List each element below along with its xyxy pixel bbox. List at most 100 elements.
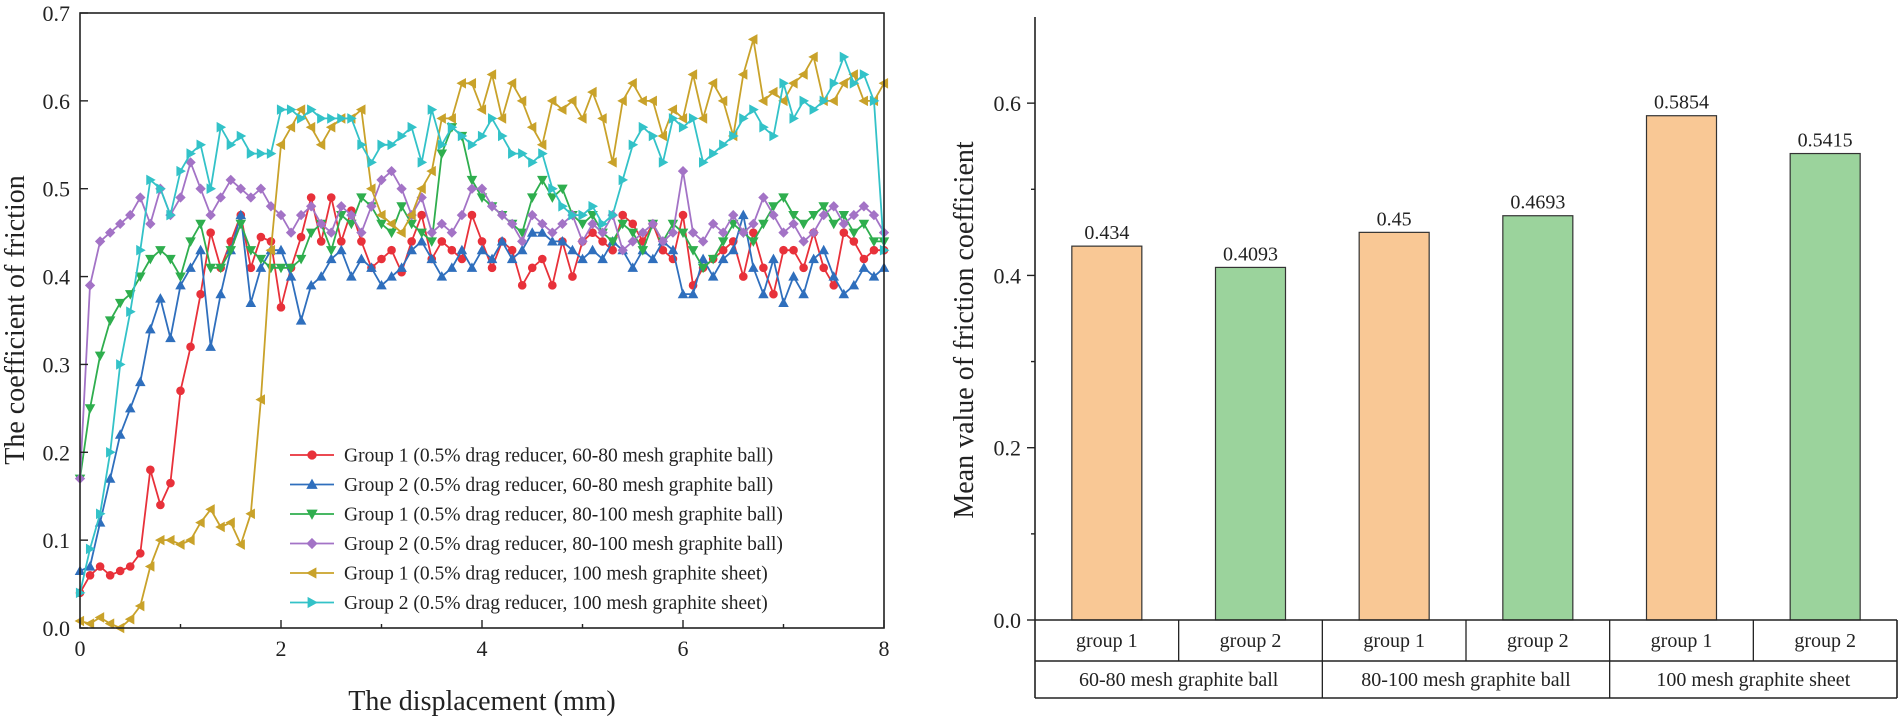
data-point xyxy=(165,254,176,265)
bar-value-label: 0.434 xyxy=(1084,222,1129,244)
data-point xyxy=(276,104,287,115)
data-point xyxy=(687,69,698,80)
data-point xyxy=(647,253,659,264)
data-point xyxy=(196,139,207,151)
data-point xyxy=(598,218,609,230)
data-point xyxy=(104,227,116,238)
data-point xyxy=(346,209,357,221)
data-point xyxy=(156,500,165,510)
data-point xyxy=(285,263,297,274)
data-point xyxy=(104,316,116,326)
data-point xyxy=(677,228,689,239)
data-point xyxy=(457,130,468,142)
data-point xyxy=(155,293,166,303)
data-point xyxy=(667,104,678,115)
data-point xyxy=(456,244,468,255)
data-point xyxy=(377,139,387,151)
data-point xyxy=(577,236,588,247)
data-point xyxy=(838,78,848,89)
data-point xyxy=(206,183,217,194)
data-point xyxy=(447,245,457,255)
data-point xyxy=(176,165,186,177)
data-point xyxy=(556,104,567,115)
data-point xyxy=(336,244,347,255)
data-point xyxy=(104,473,116,483)
data-point xyxy=(276,303,286,312)
data-point xyxy=(547,193,558,203)
data-point xyxy=(487,263,497,273)
data-point xyxy=(779,245,788,255)
data-point xyxy=(135,192,146,203)
bar xyxy=(1789,152,1861,621)
data-point xyxy=(146,174,156,186)
data-point xyxy=(285,271,297,281)
data-point xyxy=(305,279,317,290)
bar-value-label: 0.4093 xyxy=(1223,243,1278,265)
data-point xyxy=(546,95,557,107)
data-point xyxy=(115,566,125,576)
data-point xyxy=(96,508,106,520)
data-point xyxy=(577,113,587,124)
data-point xyxy=(567,95,577,107)
data-point xyxy=(839,228,849,237)
data-point xyxy=(396,202,407,212)
data-point xyxy=(295,104,306,115)
y-tick-label: 0.4 xyxy=(43,265,71,290)
data-point xyxy=(848,228,860,239)
data-point xyxy=(255,254,267,265)
data-point xyxy=(406,244,417,255)
data-point xyxy=(366,183,376,194)
legend-marker xyxy=(306,567,317,579)
data-point xyxy=(607,237,618,247)
bar-category-label: group 2 xyxy=(1794,630,1856,652)
data-point xyxy=(587,244,598,255)
data-point xyxy=(165,534,175,546)
data-point xyxy=(548,281,557,290)
data-point xyxy=(437,139,448,151)
data-point xyxy=(697,263,709,274)
data-point xyxy=(205,341,216,351)
data-point xyxy=(347,113,357,124)
data-point xyxy=(396,183,407,194)
data-point xyxy=(697,253,709,264)
data-point xyxy=(638,121,649,133)
y-tick-label: 0.6 xyxy=(43,89,71,114)
data-point xyxy=(829,78,840,89)
line-series-3 xyxy=(74,123,890,485)
data-point xyxy=(316,237,326,246)
data-point xyxy=(657,130,667,142)
data-point xyxy=(709,148,719,159)
data-point xyxy=(749,104,759,115)
y-tick-label: 0.5 xyxy=(43,177,71,202)
data-point xyxy=(508,148,518,159)
data-point xyxy=(446,227,458,238)
data-point xyxy=(738,272,748,281)
data-point xyxy=(618,210,628,220)
data-point xyxy=(355,104,366,115)
line-y-axis-title: The coefficient of friction xyxy=(0,175,31,464)
data-point xyxy=(215,192,226,203)
data-point xyxy=(496,236,508,246)
legend-item-3: Group 1 (0.5% drag reducer, 80-100 mesh … xyxy=(290,505,783,526)
data-point xyxy=(858,219,870,230)
data-point xyxy=(496,209,508,221)
data-point xyxy=(406,209,416,221)
data-point xyxy=(859,254,869,264)
data-point xyxy=(325,246,337,256)
data-point xyxy=(789,245,798,255)
legend-marker xyxy=(306,537,318,550)
data-point xyxy=(436,113,446,124)
data-point xyxy=(386,165,397,177)
data-point xyxy=(134,600,145,612)
data-point xyxy=(226,139,237,151)
data-point xyxy=(476,183,488,194)
x-tick-label: 6 xyxy=(678,636,689,661)
data-point xyxy=(788,210,799,221)
data-point xyxy=(114,429,126,439)
bar xyxy=(1071,245,1143,621)
data-point xyxy=(84,618,95,629)
data-point xyxy=(517,281,527,290)
data-point xyxy=(297,113,307,124)
data-point xyxy=(94,612,105,623)
legend-label: Group 2 (0.5% drag reducer, 60-80 mesh g… xyxy=(344,475,773,496)
